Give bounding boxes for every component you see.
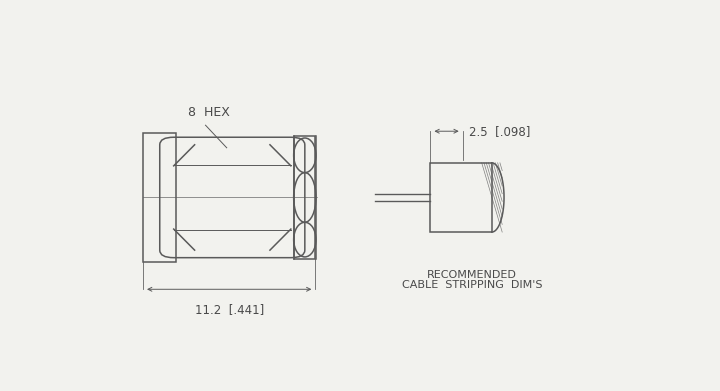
Text: 8  HEX: 8 HEX [188, 106, 230, 119]
Text: 2.5  [.098]: 2.5 [.098] [469, 125, 531, 138]
Text: 11.2  [.441]: 11.2 [.441] [194, 303, 264, 316]
Bar [431, 163, 492, 232]
Bar [294, 136, 315, 259]
Text: CABLE  STRIPPING  DIM'S: CABLE STRIPPING DIM'S [402, 280, 542, 290]
Text: RECOMMENDED: RECOMMENDED [427, 270, 517, 280]
Bar [143, 133, 176, 262]
